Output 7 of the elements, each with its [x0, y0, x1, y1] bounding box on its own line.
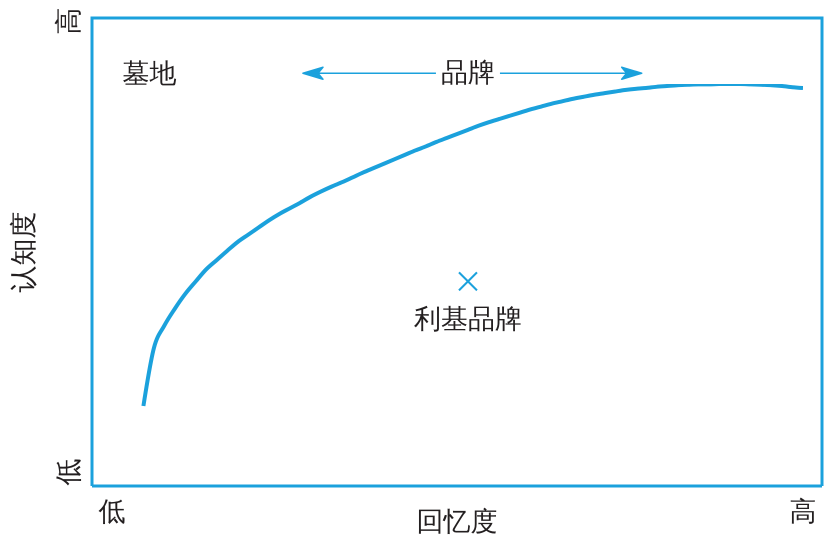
text: 低	[54, 458, 84, 486]
series-label: 利基品牌	[414, 304, 522, 335]
annotation: 墓地	[122, 58, 177, 90]
annotation: 品牌	[440, 58, 495, 89]
text: 高	[54, 7, 84, 34]
y-axis-title: 认知度	[8, 212, 40, 292]
x-axis-title: 回忆度	[416, 506, 498, 538]
